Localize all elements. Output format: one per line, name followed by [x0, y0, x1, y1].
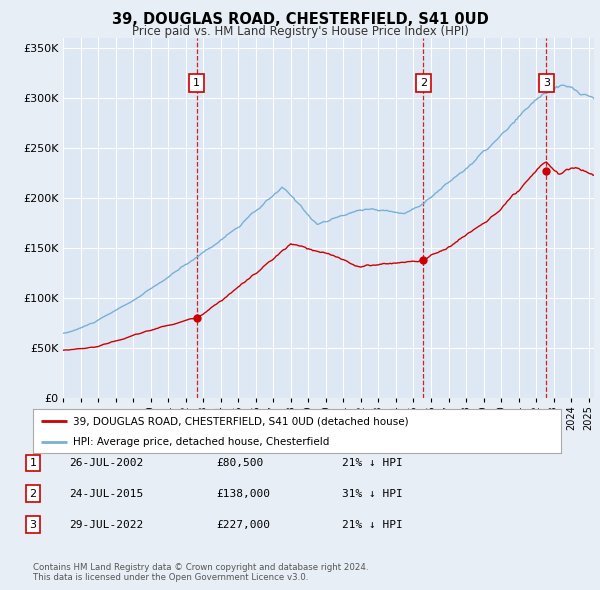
Text: HPI: Average price, detached house, Chesterfield: HPI: Average price, detached house, Ches… [73, 437, 329, 447]
Text: 31% ↓ HPI: 31% ↓ HPI [342, 489, 403, 499]
Text: 1: 1 [29, 458, 37, 468]
Text: 24-JUL-2015: 24-JUL-2015 [69, 489, 143, 499]
Text: 39, DOUGLAS ROAD, CHESTERFIELD, S41 0UD: 39, DOUGLAS ROAD, CHESTERFIELD, S41 0UD [112, 12, 488, 27]
Text: 21% ↓ HPI: 21% ↓ HPI [342, 458, 403, 468]
Text: £80,500: £80,500 [216, 458, 263, 468]
Text: 21% ↓ HPI: 21% ↓ HPI [342, 520, 403, 529]
Text: 26-JUL-2002: 26-JUL-2002 [69, 458, 143, 468]
Text: 2: 2 [29, 489, 37, 499]
Text: £227,000: £227,000 [216, 520, 270, 529]
Text: Contains HM Land Registry data © Crown copyright and database right 2024.
This d: Contains HM Land Registry data © Crown c… [33, 563, 368, 582]
Text: Price paid vs. HM Land Registry's House Price Index (HPI): Price paid vs. HM Land Registry's House … [131, 25, 469, 38]
Text: 1: 1 [193, 78, 200, 88]
Text: 2: 2 [419, 78, 427, 88]
Text: 3: 3 [543, 78, 550, 88]
Text: 3: 3 [29, 520, 37, 529]
Text: 29-JUL-2022: 29-JUL-2022 [69, 520, 143, 529]
Text: £138,000: £138,000 [216, 489, 270, 499]
Text: 39, DOUGLAS ROAD, CHESTERFIELD, S41 0UD (detached house): 39, DOUGLAS ROAD, CHESTERFIELD, S41 0UD … [73, 417, 408, 426]
